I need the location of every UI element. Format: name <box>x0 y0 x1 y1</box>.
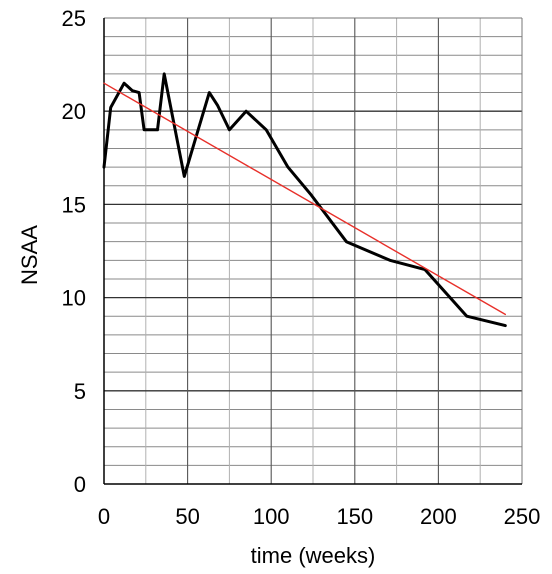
x-tick-label: 0 <box>98 504 110 529</box>
x-axis-label: time (weeks) <box>251 543 376 568</box>
y-tick-labels: 0 5 10 15 20 25 <box>62 6 86 497</box>
x-tick-label: 250 <box>504 504 541 529</box>
y-tick-label: 20 <box>62 99 86 124</box>
nsaa-series-line <box>102 72 507 328</box>
y-tick-label: 15 <box>62 192 86 217</box>
trend-line <box>103 82 506 316</box>
y-axis-label: NSAA <box>17 225 42 285</box>
series-layer <box>102 72 507 328</box>
x-tick-label: 100 <box>253 504 290 529</box>
y-tick-label: 0 <box>74 472 86 497</box>
y-tick-label: 25 <box>62 6 86 31</box>
grid-major <box>103 17 523 485</box>
x-tick-label: 150 <box>336 504 373 529</box>
y-tick-label: 10 <box>62 286 86 311</box>
x-tick-label: 50 <box>175 504 199 529</box>
x-tick-label: 200 <box>420 504 457 529</box>
x-tick-labels: 0 50 100 150 200 250 <box>98 504 540 529</box>
grid-minor <box>104 18 522 484</box>
y-tick-label: 5 <box>74 379 86 404</box>
